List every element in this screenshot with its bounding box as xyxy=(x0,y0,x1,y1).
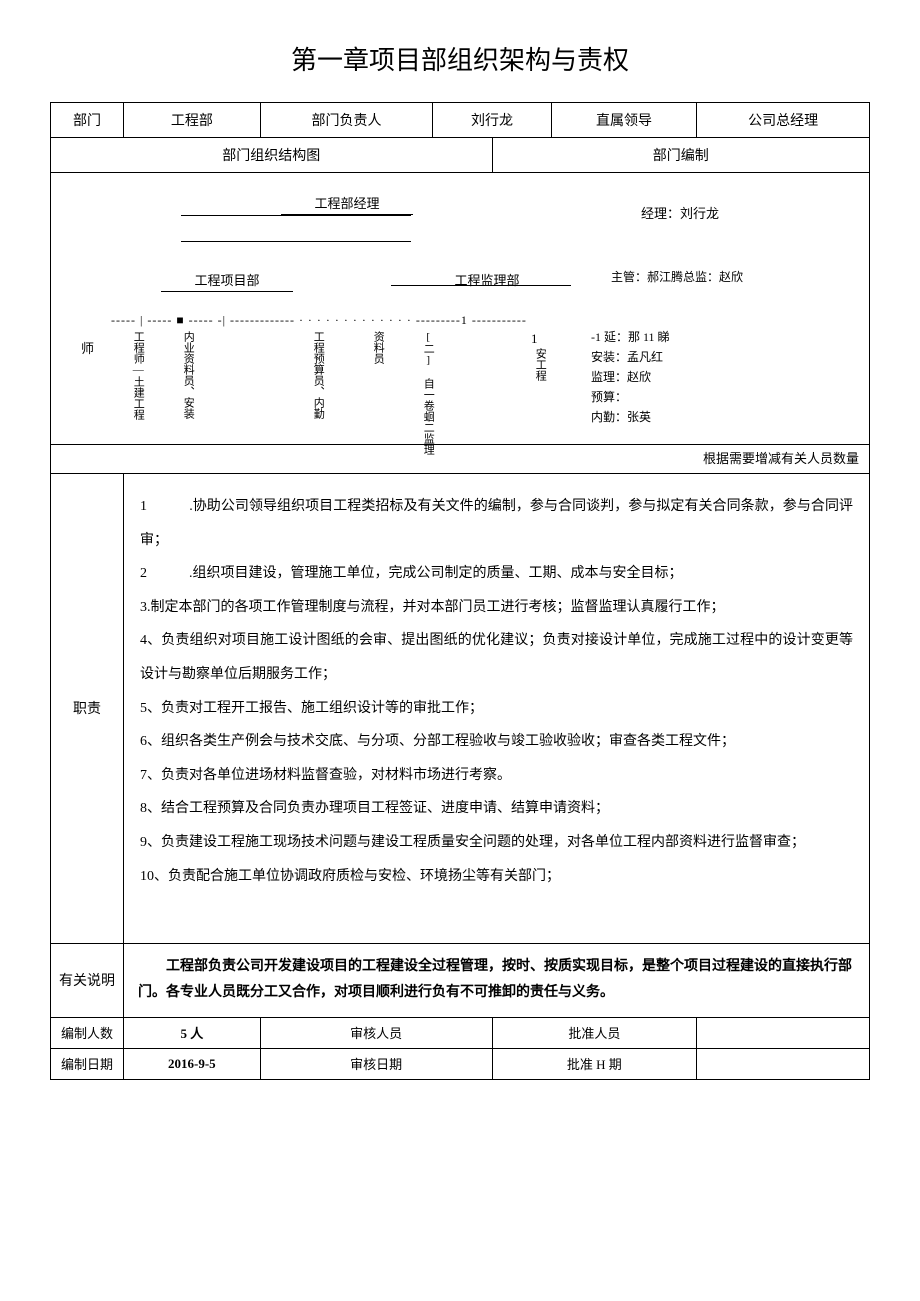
r4: 预算： xyxy=(591,388,627,405)
col5: [二] 自一卷蛔二监理 xyxy=(421,331,434,455)
r3: 监理：赵欣 xyxy=(591,368,651,385)
org-chart-area: 工程部经理 经理：刘行龙 工程项目部 工程监理部 主管：郝江腾总监：赵欣 ---… xyxy=(51,173,869,473)
org-box-supervision: 工程监理部 xyxy=(411,268,563,291)
col-shi: 师 xyxy=(81,338,94,357)
head-value: 刘行龙 xyxy=(433,103,551,138)
org-chart-label: 部门组织结构图 xyxy=(51,138,493,173)
duty-7: 7、负责对各单位进场材料监督查验，对材料市场进行考察。 xyxy=(140,759,853,793)
bottom-note: 根据需要增减有关人员数量 xyxy=(703,448,859,467)
duties-label: 职责 xyxy=(51,474,124,944)
col3: 工程预算员、内勤 xyxy=(311,331,324,419)
leader-value: 公司总经理 xyxy=(697,103,870,138)
col6: 安工程 xyxy=(533,348,546,381)
duty-3: 3.制定本部门的各项工作管理制度与流程，并对本部门员工进行考核；监督监理认真履行… xyxy=(140,591,853,625)
duty-1: 1 .协助公司领导组织项目工程类招标及有关文件的编制，参与合同谈判，参与拟定有关… xyxy=(140,490,853,557)
col1: 工程师—土建工程 xyxy=(131,331,144,420)
dept-value: 工程部 xyxy=(124,103,261,138)
review-date-label: 审核日期 xyxy=(260,1048,492,1079)
duty-6: 6、组织各类生产例会与技术交底、与分项、分部工程验收与竣工验收验收；审查各类工程… xyxy=(140,725,853,759)
approve-date-label: 批准 H 期 xyxy=(492,1048,697,1079)
head-label: 部门负责人 xyxy=(260,103,433,138)
duty-5: 5、负责对工程开工报告、施工组织设计等的审批工作； xyxy=(140,692,853,726)
date-label: 编制日期 xyxy=(51,1048,124,1079)
duties-body: 1 .协助公司领导组织项目工程类招标及有关文件的编制，参与合同谈判，参与拟定有关… xyxy=(130,478,863,939)
reviewer-label: 审核人员 xyxy=(260,1017,492,1048)
duty-10: 10、负责配合施工单位协调政府质检与安检、环境扬尘等有关部门； xyxy=(140,860,853,894)
staff-supervisor: 主管：郝江腾总监：赵欣 xyxy=(611,268,743,285)
approver-label: 批准人员 xyxy=(492,1017,697,1048)
main-table: 部门 工程部 部门负责人 刘行龙 直属领导 公司总经理 部门组织结构图 部门编制… xyxy=(50,102,870,1080)
duty-4: 4、负责组织对项目施工设计图纸的会审、提出图纸的优化建议；负责对接设计单位，完成… xyxy=(140,624,853,691)
org-box-project: 工程项目部 xyxy=(161,268,293,292)
duty-2: 2 .组织项目建设，管理施工单位，完成公司制定的质量、工期、成本与安全目标； xyxy=(140,557,853,591)
duty-8: 8、结合工程预算及合同负责办理项目工程签证、进度申请、结算申请资料； xyxy=(140,792,853,826)
approver-value xyxy=(697,1017,870,1048)
count-value: 5 人 xyxy=(124,1017,261,1048)
page-title: 第一章项目部组织架构与责权 xyxy=(50,40,870,77)
duty-9: 9、负责建设工程施工现场技术问题与建设工程质量安全问题的处理，对各单位工程内部资… xyxy=(140,826,853,860)
notes-body: 工程部负责公司开发建设项目的工程建设全过程管理，按时、按质实现目标，是整个项目过… xyxy=(130,948,863,1013)
leader-label: 直属领导 xyxy=(551,103,697,138)
org-box-manager: 工程部经理 xyxy=(281,191,413,215)
col2: 内业资料员、安装 xyxy=(181,331,194,419)
r2: 安装：孟凡红 xyxy=(591,348,663,365)
staff-manager: 经理：刘行龙 xyxy=(641,203,719,222)
count-label: 编制人数 xyxy=(51,1017,124,1048)
staffing-label: 部门编制 xyxy=(492,138,870,173)
col6-h: 1 xyxy=(531,331,538,347)
r1: -1 延：那 11 睇 xyxy=(591,328,670,345)
col4: 资料员 xyxy=(371,331,384,364)
approve-date-value xyxy=(697,1048,870,1079)
notes-label: 有关说明 xyxy=(51,943,124,1017)
dash-line: ----- | ----- ■ ----- -| ------------- ·… xyxy=(111,313,791,328)
dept-label: 部门 xyxy=(51,103,124,138)
r5: 内勤：张英 xyxy=(591,408,651,425)
date-value: 2016-9-5 xyxy=(124,1048,261,1079)
